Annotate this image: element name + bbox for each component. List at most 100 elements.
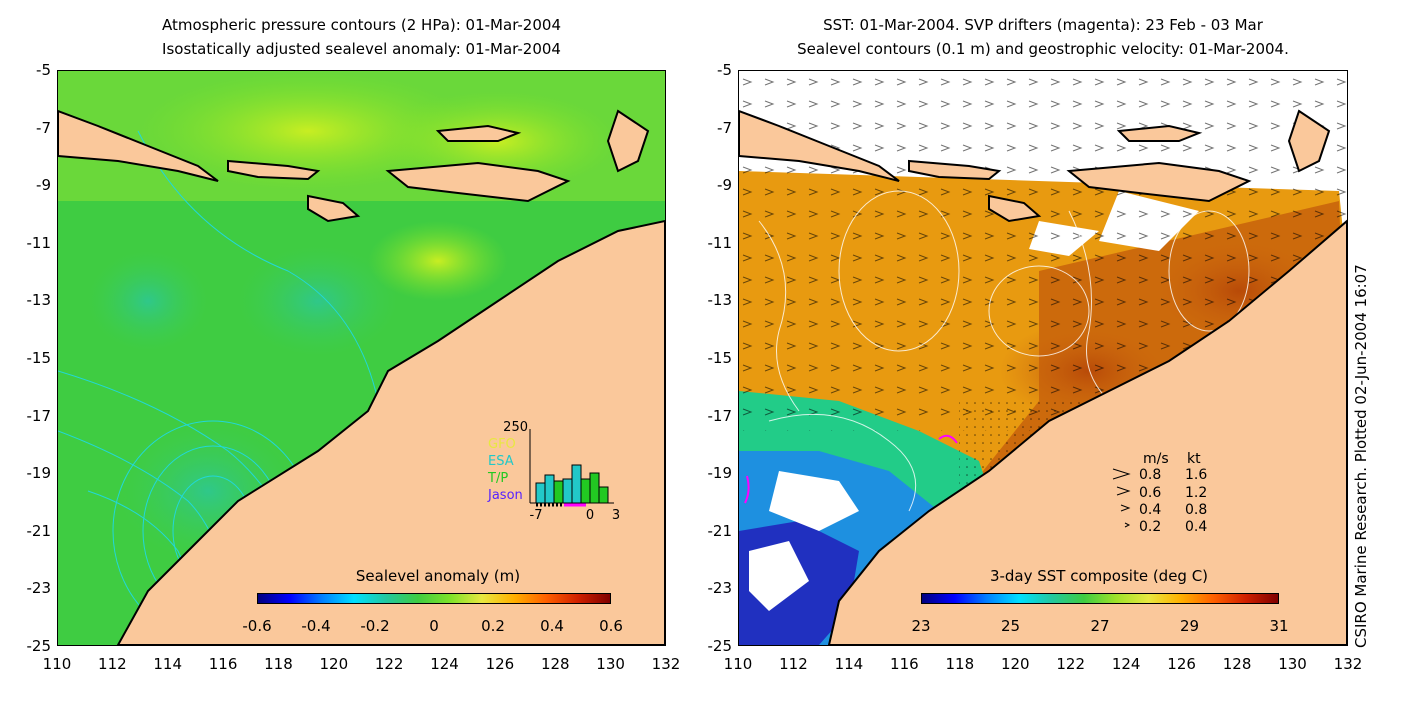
- y-tick-label: -23: [707, 579, 733, 598]
- right-colorbar-title: 3-day SST composite (deg C): [989, 567, 1209, 585]
- colorbar-tick-label: 0.2: [481, 617, 505, 635]
- inset-ymax-label: 250: [503, 420, 528, 435]
- x-tick-label: 128: [1222, 655, 1252, 673]
- altimeter-histogram-inset: 250 GFO ESA T/P Jason -7 0 3: [487, 420, 620, 521]
- x-tick-label: 110: [723, 655, 753, 673]
- velocity-arrow-0-8: [1112, 468, 1131, 480]
- colorbar-tick-label: 29: [1179, 617, 1200, 635]
- x-tick-label: 112: [98, 655, 127, 673]
- y-tick-label: -13: [26, 291, 52, 310]
- colorbar-tick-label: -0.4: [301, 617, 331, 635]
- y-tick-label: -11: [707, 233, 733, 252]
- y-tick-label: -13: [707, 291, 733, 310]
- inset-xtick-0: 0: [586, 508, 594, 521]
- sst-colorbar: [921, 593, 1279, 604]
- x-tick-label: 122: [1056, 655, 1086, 673]
- svp-drifter-tracks: [744, 434, 958, 504]
- colorbar-tick-label: 31: [1269, 617, 1289, 635]
- x-tick-label: 118: [264, 655, 293, 673]
- y-tick-label: -15: [707, 349, 733, 367]
- right-title-line2: Sealevel contours (0.1 m) and geostrophi…: [797, 40, 1289, 58]
- velocity-legend-kt-1: 1.2: [1185, 485, 1207, 501]
- x-tick-label: 124: [430, 655, 459, 673]
- x-tick-label: 132: [651, 655, 681, 673]
- x-tick-label: 110: [42, 655, 72, 673]
- credit-text: CSIRO Marine Research. Plotted 02-Jun-20…: [1352, 264, 1370, 648]
- y-tick-label: -17: [707, 406, 733, 425]
- y-tick-label: -15: [26, 349, 52, 367]
- velocity-legend-ms-0: 0.8: [1139, 467, 1161, 483]
- left-colorbar-title: Sealevel anomaly (m): [355, 567, 521, 585]
- velocity-legend-kt-3: 0.4: [1185, 519, 1207, 535]
- inset-legend-gfo: GFO: [488, 437, 516, 452]
- y-tick-label: -5: [717, 61, 732, 79]
- inset-legend-tp: T/P: [487, 471, 508, 486]
- x-tick-label: 118: [945, 655, 975, 673]
- y-tick-label: -7: [36, 118, 51, 137]
- inset-legend-esa: ESA: [488, 454, 514, 469]
- x-tick-label: 114: [153, 655, 183, 673]
- right-title-line1: SST: 01-Mar-2004. SVP drifters (magenta)…: [823, 16, 1263, 34]
- x-tick-label: 116: [208, 655, 238, 673]
- y-tick-label: -23: [26, 579, 52, 598]
- y-tick-label: -7: [717, 118, 732, 137]
- x-tick-label: 116: [890, 655, 919, 673]
- y-tick-label: -9: [36, 176, 51, 195]
- colorbar-tick-label: -0.6: [242, 617, 272, 635]
- velocity-arrow-0-2: [1124, 522, 1131, 528]
- y-tick-label: -11: [26, 233, 52, 252]
- inset-legend-jason: Jason: [487, 488, 523, 503]
- colorbar-tick-label: 27: [1090, 617, 1110, 635]
- colorbar-tick-label: -0.2: [360, 617, 390, 635]
- colorbar-tick-label: 0.6: [599, 617, 623, 635]
- inset-xtick-neg7: -7: [530, 508, 543, 521]
- y-tick-label: -9: [717, 176, 732, 195]
- y-tick-label: -21: [707, 521, 733, 540]
- x-tick-label: 130: [1278, 655, 1307, 673]
- x-tick-label: 126: [1167, 655, 1196, 673]
- land-masses: [739, 109, 1347, 645]
- y-tick-label: -17: [26, 406, 52, 425]
- velocity-legend-ms-2: 0.4: [1139, 502, 1161, 518]
- x-tick-label: 120: [319, 655, 349, 673]
- velocity-legend-header-kt: kt: [1187, 451, 1201, 467]
- velocity-legend-header-ms: m/s: [1143, 451, 1169, 467]
- x-tick-label: 112: [779, 655, 808, 673]
- colorbar-tick-label: 23: [911, 617, 931, 635]
- sst-field: [739, 71, 1347, 645]
- x-tick-label: 132: [1333, 655, 1363, 673]
- left-sealevel-map: 250 GFO ESA T/P Jason -7 0 3 Sealevel an…: [57, 70, 666, 646]
- y-tick-label: -25: [26, 637, 52, 655]
- colorbar-tick-label: 0: [429, 617, 439, 635]
- y-tick-label: -19: [26, 464, 52, 483]
- colorbar-tick-label: 25: [1000, 617, 1021, 635]
- histogram-bars: [535, 464, 609, 504]
- velocity-legend-kt-0: 1.6: [1185, 467, 1207, 483]
- inset-xtick-3: 3: [612, 508, 620, 521]
- right-sst-map: m/s kt 0.8 1.6 0.6 1.2 0.4 0.8 0.2 0.4 3…: [738, 70, 1348, 646]
- left-title-line2: Isostatically adjusted sealevel anomaly:…: [162, 40, 561, 58]
- y-tick-label: -19: [707, 464, 733, 483]
- x-tick-label: 128: [540, 655, 570, 673]
- left-title-line1: Atmospheric pressure contours (2 HPa): 0…: [161, 16, 561, 34]
- x-tick-label: 114: [834, 655, 864, 673]
- velocity-arrow-0-6: [1116, 486, 1131, 496]
- velocity-arrow-0-4: [1120, 504, 1131, 512]
- land-masses: [58, 109, 665, 645]
- x-tick-label: 130: [596, 655, 625, 673]
- y-tick-label: -25: [707, 637, 733, 655]
- y-tick-label: -21: [26, 521, 52, 540]
- sealevel-anomaly-field: [58, 71, 665, 645]
- sealevel-colorbar: [257, 593, 611, 604]
- x-tick-label: 120: [1000, 655, 1030, 673]
- y-tick-label: -5: [36, 61, 51, 79]
- sealevel-contours: [758, 190, 1250, 512]
- velocity-legend-ms-1: 0.6: [1139, 485, 1161, 501]
- x-tick-label: 126: [485, 655, 515, 673]
- x-tick-label: 124: [1111, 655, 1141, 673]
- velocity-legend-kt-2: 0.8: [1185, 502, 1207, 518]
- velocity-legend-ms-3: 0.2: [1139, 519, 1161, 535]
- colorbar-tick-label: 0.4: [540, 617, 564, 635]
- velocity-legend: m/s kt 0.8 1.6 0.6 1.2 0.4 0.8 0.2 0.4: [1112, 451, 1207, 535]
- x-tick-label: 122: [374, 655, 404, 673]
